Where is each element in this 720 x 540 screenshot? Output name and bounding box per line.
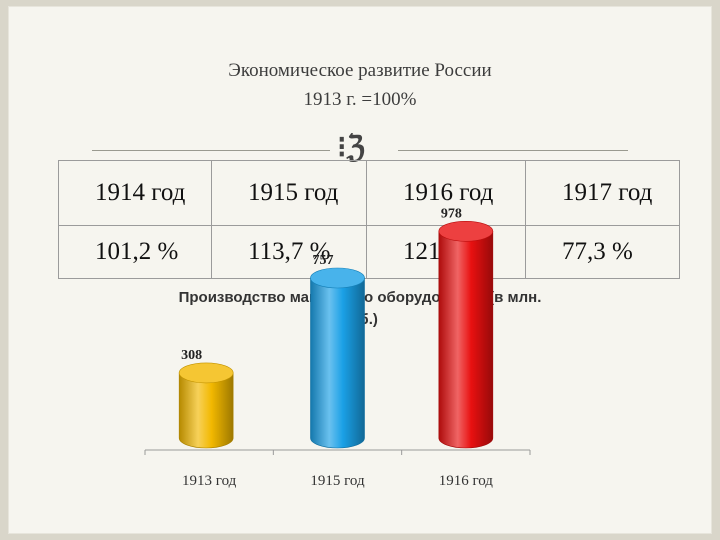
slide-title: Экономическое развитие России (228, 60, 492, 81)
divider-left (92, 150, 330, 151)
x-tick-label: 1915 год (310, 473, 365, 489)
x-tick-label: 1913 год (182, 473, 237, 489)
slide-subtitle: 1913 г. =100% (303, 89, 417, 110)
year-cell: 1916 год (366, 160, 526, 226)
bar-top (310, 267, 365, 289)
year-cell: 1915 год (211, 160, 367, 226)
bar (438, 230, 494, 449)
bar-top (178, 362, 234, 384)
bar (178, 372, 234, 449)
data-label: 308 (181, 348, 202, 363)
x-tick-label: 1916 год (439, 473, 494, 489)
divider-right (398, 150, 628, 151)
data-label: 978 (441, 206, 462, 221)
bar (310, 277, 365, 449)
bar-top (438, 220, 494, 242)
year-cell: 1917 год (525, 160, 680, 226)
value-cell: 77,3 % (525, 225, 680, 279)
data-label: 757 (313, 253, 334, 268)
value-cell: 101,2 % (58, 225, 212, 279)
ornament-icon: ⁝ℨ (337, 131, 366, 164)
